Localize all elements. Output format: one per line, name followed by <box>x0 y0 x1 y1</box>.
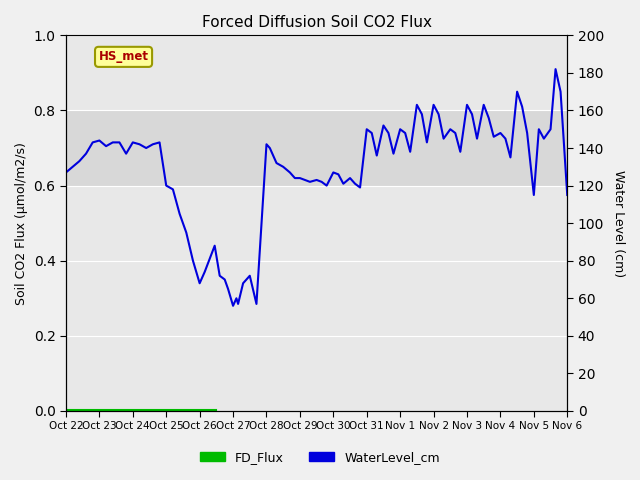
Title: Forced Diffusion Soil CO2 Flux: Forced Diffusion Soil CO2 Flux <box>202 15 431 30</box>
WaterLevel_cm <box>368 130 376 136</box>
FD_Flux <box>179 408 187 413</box>
WaterLevel_cm <box>563 192 571 198</box>
WaterLevel_cm <box>323 183 330 189</box>
Y-axis label: Soil CO2 Flux (μmol/m2/s): Soil CO2 Flux (μmol/m2/s) <box>15 142 28 305</box>
WaterLevel_cm <box>76 158 83 164</box>
Text: HS_met: HS_met <box>99 50 148 63</box>
Line: WaterLevel_cm: WaterLevel_cm <box>66 69 567 306</box>
WaterLevel_cm <box>229 303 237 309</box>
WaterLevel_cm <box>216 273 223 278</box>
WaterLevel_cm <box>463 102 471 108</box>
FD_Flux <box>146 408 154 413</box>
FD_Flux <box>62 408 70 413</box>
FD_Flux <box>129 408 137 413</box>
Legend: FD_Flux, WaterLevel_cm: FD_Flux, WaterLevel_cm <box>195 446 445 469</box>
FD_Flux <box>196 408 204 413</box>
FD_Flux <box>163 408 170 413</box>
WaterLevel_cm <box>552 66 559 72</box>
FD_Flux <box>79 408 86 413</box>
Y-axis label: Water Level (cm): Water Level (cm) <box>612 169 625 277</box>
WaterLevel_cm <box>62 169 70 175</box>
FD_Flux <box>112 408 120 413</box>
FD_Flux <box>212 408 220 413</box>
WaterLevel_cm <box>221 276 228 282</box>
FD_Flux <box>95 408 103 413</box>
Bar <box>66 110 567 186</box>
